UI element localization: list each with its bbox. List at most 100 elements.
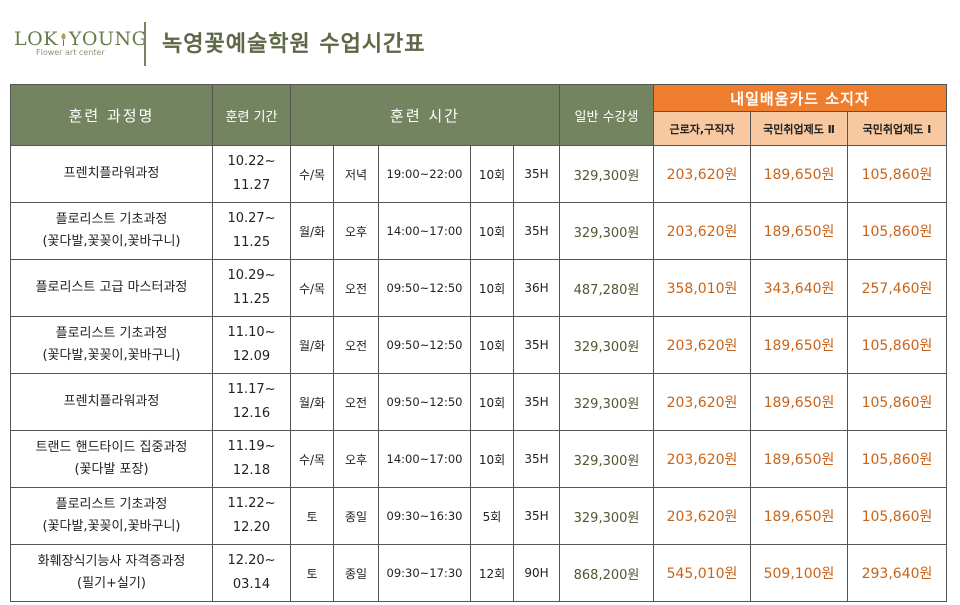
- course-sessions: 10회: [470, 259, 514, 317]
- logo-word-right: YOUNG: [68, 28, 148, 50]
- course-hours: 09:50~12:50: [378, 259, 471, 317]
- price-kuk2: 189,650원: [750, 487, 848, 545]
- course-name-line: 플로리스트 고급 마스터과정: [35, 280, 188, 295]
- course-sessions: 10회: [470, 202, 514, 260]
- price-kuk1: 105,860원: [847, 202, 947, 260]
- course-slot: 오후: [333, 430, 379, 488]
- price-worker: 203,620원: [653, 373, 751, 431]
- header-course: 훈련 과정명: [10, 84, 213, 146]
- price-general: 329,300원: [559, 316, 654, 374]
- course-period: 10.29~ 11.25: [212, 259, 291, 317]
- course-days: 월/화: [290, 202, 334, 260]
- course-sessions: 12회: [470, 544, 514, 602]
- course-total-hours: 35H: [513, 430, 560, 488]
- course-days: 수/목: [290, 259, 334, 317]
- course-name: 화훼장식기능사 자격증과정 (필기+실기): [10, 544, 213, 602]
- course-hours: 19:00~22:00: [378, 145, 471, 203]
- course-name: 프렌치플라워과정: [10, 373, 213, 431]
- course-period: 12.20~ 03.14: [212, 544, 291, 602]
- price-worker: 203,620원: [653, 145, 751, 203]
- header-card-worker: 근로자,구직자: [653, 111, 751, 146]
- price-kuk1: 105,860원: [847, 373, 947, 431]
- period-line: 11.17~: [227, 382, 276, 397]
- price-general: 329,300원: [559, 202, 654, 260]
- course-total-hours: 36H: [513, 259, 560, 317]
- course-period: 10.27~ 11.25: [212, 202, 291, 260]
- course-period: 11.22~ 12.20: [212, 487, 291, 545]
- price-worker: 545,010원: [653, 544, 751, 602]
- price-kuk1: 105,860원: [847, 430, 947, 488]
- period-line: 12.20~: [227, 553, 276, 568]
- course-total-hours: 35H: [513, 316, 560, 374]
- course-hours: 09:50~12:50: [378, 316, 471, 374]
- price-kuk1: 257,460원: [847, 259, 947, 317]
- price-general: 868,200원: [559, 544, 654, 602]
- header-period: 훈련 기간: [212, 84, 291, 146]
- course-name-line: 플로리스트 기초과정: [55, 212, 168, 227]
- course-name-line: (꽃다발,꽃꽂이,꽃바구니): [42, 348, 181, 363]
- period-line: 03.14: [232, 577, 271, 592]
- price-kuk1: 105,860원: [847, 145, 947, 203]
- period-line: 11.22~: [227, 496, 276, 511]
- course-total-hours: 35H: [513, 202, 560, 260]
- price-general: 329,300원: [559, 145, 654, 203]
- course-sessions: 10회: [470, 430, 514, 488]
- course-sessions: 10회: [470, 145, 514, 203]
- table-row: 플로리스트 기초과정 (꽃다발,꽃꽂이,꽃바구니) 10.27~ 11.25 월/화 오후…: [10, 202, 947, 260]
- header-card-kuk2: 국민취업제도 Ⅱ: [750, 111, 848, 146]
- course-slot: 오후: [333, 202, 379, 260]
- period-line: 10.29~: [227, 268, 276, 283]
- course-name-line: 플로리스트 기초과정: [55, 326, 168, 341]
- price-kuk2: 189,650원: [750, 430, 848, 488]
- period-line: 10.27~: [227, 211, 276, 226]
- period-line: 12.20: [232, 520, 271, 535]
- table-row: 플로리스트 기초과정 (꽃다발,꽃꽂이,꽃바구니) 11.10~ 12.09 월/화 오전…: [10, 316, 947, 374]
- course-total-hours: 35H: [513, 487, 560, 545]
- period-line: 11.25: [232, 235, 271, 250]
- course-days: 수/목: [290, 430, 334, 488]
- price-worker: 203,620원: [653, 430, 751, 488]
- course-hours: 09:30~16:30: [378, 487, 471, 545]
- header-card-kuk1: 국민취업제도 Ⅰ: [847, 111, 947, 146]
- course-sessions: 10회: [470, 373, 514, 431]
- period-line: 12.16: [232, 406, 271, 421]
- course-name-line: 프렌치플라워과정: [63, 166, 160, 181]
- logo: LOK YOUNG Flower art center: [14, 28, 147, 57]
- schedule-table: 훈련 과정명 훈련 기간 훈련 시간 일반 수강생 내일배움카드 소지자 근로자…: [10, 83, 947, 602]
- course-name: 플로리스트 기초과정 (꽃다발,꽃꽂이,꽃바구니): [10, 487, 213, 545]
- page-title: 녹영꽃예술학원 수업시간표: [162, 32, 426, 57]
- price-general: 329,300원: [559, 487, 654, 545]
- price-kuk1: 293,640원: [847, 544, 947, 602]
- course-slot: 종일: [333, 487, 379, 545]
- price-kuk2: 189,650원: [750, 202, 848, 260]
- table-row: 플로리스트 기초과정 (꽃다발,꽃꽂이,꽃바구니) 11.22~ 12.20 토 종일 09…: [10, 487, 947, 545]
- page-header: LOK YOUNG Flower art center 녹영꽃예술학원 수업시간표: [0, 0, 960, 84]
- tulip-icon: [61, 33, 66, 46]
- course-days: 월/화: [290, 316, 334, 374]
- table-row: 트랜드 핸드타이드 집중과정 (꽃다발 포장) 11.19~ 12.18 수/목 오후 14…: [10, 430, 947, 488]
- table-row: 플로리스트 고급 마스터과정 10.29~ 11.25 수/목 오전 09:50~12:5…: [10, 259, 947, 317]
- course-name: 플로리스트 고급 마스터과정: [10, 259, 213, 317]
- price-kuk1: 105,860원: [847, 316, 947, 374]
- table-row: 프렌치플라워과정 10.22~ 11.27 수/목 저녁 19:00~22:00 10회 35…: [10, 145, 947, 203]
- header-general: 일반 수강생: [559, 84, 654, 146]
- price-kuk2: 189,650원: [750, 145, 848, 203]
- price-kuk1: 105,860원: [847, 487, 947, 545]
- course-name: 플로리스트 기초과정 (꽃다발,꽃꽂이,꽃바구니): [10, 316, 213, 374]
- course-period: 10.22~ 11.27: [212, 145, 291, 203]
- course-hours: 14:00~17:00: [378, 430, 471, 488]
- course-name-line: (필기+실기): [77, 576, 146, 591]
- period-line: 11.10~: [227, 325, 276, 340]
- period-line: 11.25: [232, 292, 271, 307]
- title-divider: [144, 22, 146, 66]
- price-kuk2: 189,650원: [750, 373, 848, 431]
- price-kuk2: 509,100원: [750, 544, 848, 602]
- course-name-line: 프렌치플라워과정: [63, 394, 160, 409]
- course-days: 월/화: [290, 373, 334, 431]
- period-line: 10.22~: [227, 154, 276, 169]
- course-name-line: 트랜드 핸드타이드 집중과정: [35, 440, 188, 455]
- header-card: 내일배움카드 소지자: [653, 83, 947, 113]
- price-worker: 203,620원: [653, 316, 751, 374]
- course-slot: 저녁: [333, 145, 379, 203]
- course-total-hours: 90H: [513, 544, 560, 602]
